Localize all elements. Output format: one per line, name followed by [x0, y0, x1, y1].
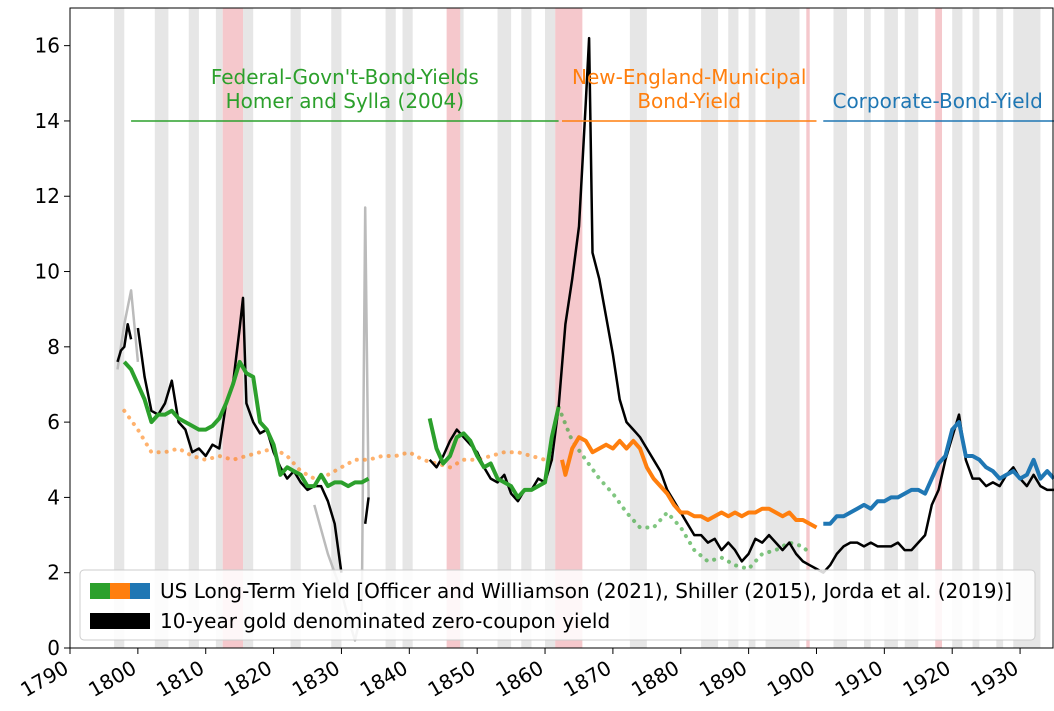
y-tick-label: 12 — [35, 184, 60, 208]
annotation-text: New-England-Municipal — [572, 65, 806, 89]
shaded-period — [497, 8, 512, 648]
x-tick-label: 1930 — [966, 656, 1022, 702]
y-tick-label: 2 — [47, 561, 60, 585]
x-tick-label: 1860 — [491, 656, 547, 702]
y-tick-label: 8 — [47, 335, 60, 359]
shaded-period — [290, 8, 301, 648]
shaded-period — [728, 8, 739, 648]
legend-swatch — [130, 583, 150, 599]
shaded-period — [188, 8, 199, 648]
x-tick-label: 1910 — [831, 656, 887, 702]
shaded-period — [545, 8, 556, 648]
shaded-period — [935, 8, 943, 648]
annotation-text: Bond-Yield — [637, 89, 741, 113]
x-tick-label: 1920 — [899, 656, 955, 702]
shaded-period — [331, 8, 342, 648]
shaded-period — [833, 8, 848, 648]
y-tick-label: 6 — [47, 410, 60, 434]
annotation-text: Homer and Sylla (2004) — [226, 89, 464, 113]
series-line — [116, 36, 1054, 574]
shaded-period — [1013, 8, 1041, 648]
annotation-text: Corporate-Bond-Yield — [832, 89, 1042, 113]
shaded-period — [863, 8, 871, 648]
shaded-period — [765, 8, 800, 648]
x-tick-label: 1790 — [16, 656, 72, 702]
legend-label: US Long-Term Yield [Officer and Williams… — [160, 579, 1012, 603]
legend-swatch — [110, 583, 130, 599]
shaded-period — [555, 8, 583, 648]
y-tick-label: 14 — [35, 109, 60, 133]
shaded-period — [972, 8, 980, 648]
legend-swatch — [90, 583, 110, 599]
shaded-period — [402, 8, 413, 648]
shaded-period — [701, 8, 719, 648]
y-tick-label: 16 — [35, 34, 60, 58]
series-line — [560, 435, 818, 530]
shaded-period — [222, 8, 244, 648]
x-tick-label: 1900 — [763, 656, 819, 702]
x-tick-label: 1840 — [356, 656, 412, 702]
x-tick-label: 1800 — [84, 656, 140, 702]
x-tick-label: 1870 — [559, 656, 615, 702]
shaded-period — [884, 8, 898, 648]
shaded-period — [996, 8, 1004, 648]
x-tick-label: 1850 — [424, 656, 480, 702]
shaded-period — [243, 8, 254, 648]
shaded-period — [154, 8, 169, 648]
x-tick-label: 1890 — [695, 656, 751, 702]
shaded-period — [385, 8, 396, 648]
x-tick-label: 1810 — [152, 656, 208, 702]
series-line — [823, 420, 1054, 526]
series-line — [122, 408, 561, 481]
y-tick-label: 4 — [47, 485, 60, 509]
series-line — [122, 359, 561, 500]
shaded-period — [748, 8, 756, 648]
legend-swatch — [90, 613, 150, 629]
shading — [114, 8, 1041, 648]
legend-box — [79, 569, 1036, 641]
y-tick-label: 10 — [35, 260, 60, 284]
shaded-period — [806, 8, 810, 648]
shaded-period — [629, 8, 647, 648]
annotation-text: Federal-Govn't-Bond-Yields — [211, 65, 479, 89]
x-tick-label: 1830 — [288, 656, 344, 702]
shaded-period — [446, 8, 461, 648]
x-tick-label: 1880 — [627, 656, 683, 702]
y-tick-label: 0 — [47, 636, 60, 660]
shaded-period — [215, 8, 223, 648]
shaded-period — [521, 8, 532, 648]
x-tick-label: 1820 — [220, 656, 276, 702]
shaded-period — [952, 8, 963, 648]
legend-label: 10-year gold denominated zero-coupon yie… — [160, 609, 610, 633]
plot-lines — [116, 36, 1054, 642]
plot-frame — [69, 7, 1054, 649]
shaded-period — [114, 8, 125, 648]
